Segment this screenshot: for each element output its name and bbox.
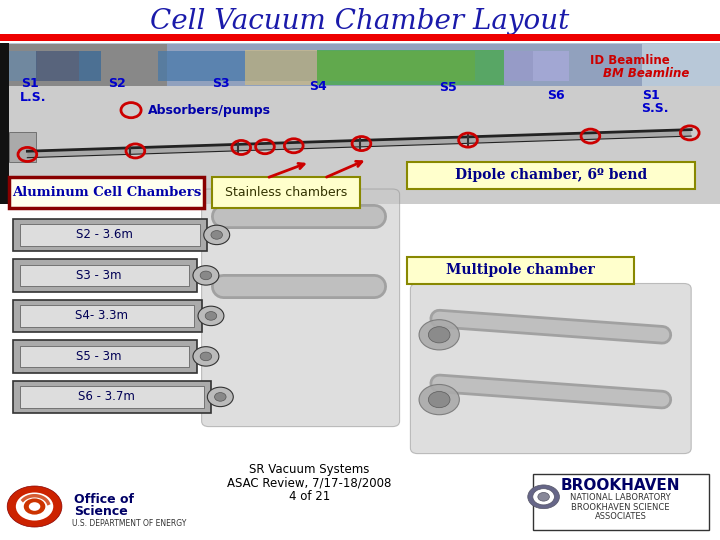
Bar [9,44,642,86]
Text: S4: S4 [310,80,328,93]
FancyBboxPatch shape [407,162,695,189]
Bar [475,51,533,81]
Bar [9,132,36,162]
Circle shape [204,225,230,245]
Text: S3: S3 [212,77,230,90]
Text: S2: S2 [108,77,126,90]
Circle shape [24,498,45,515]
Text: Cell Vacuum Chamber Layout: Cell Vacuum Chamber Layout [150,8,570,35]
Text: Stainless chambers: Stainless chambers [225,186,347,199]
Circle shape [207,387,233,407]
Bar [0,43,720,205]
Circle shape [211,231,222,239]
Bar [9,51,37,81]
Text: ID Beamline: ID Beamline [590,54,670,67]
Circle shape [538,492,549,501]
Circle shape [205,312,217,320]
Bar [0,43,9,205]
Bar [9,86,720,205]
Text: BROOKHAVEN SCIENCE: BROOKHAVEN SCIENCE [572,503,670,512]
FancyBboxPatch shape [212,177,360,208]
FancyBboxPatch shape [20,224,200,246]
Text: S1: S1 [642,89,660,102]
Text: S.S.: S.S. [641,102,668,114]
Circle shape [528,485,559,509]
Circle shape [428,392,450,408]
FancyBboxPatch shape [20,265,189,286]
Circle shape [428,327,450,343]
Circle shape [215,393,226,401]
FancyBboxPatch shape [13,219,207,251]
Bar [9,44,167,86]
Bar [317,51,475,81]
Bar [245,50,317,85]
Text: S3 - 3m: S3 - 3m [76,269,122,282]
FancyBboxPatch shape [13,381,211,413]
Text: NATIONAL LABORATORY: NATIONAL LABORATORY [570,494,671,502]
FancyBboxPatch shape [20,386,204,408]
FancyBboxPatch shape [13,340,197,373]
Circle shape [193,347,219,366]
Text: S6 - 3.7m: S6 - 3.7m [78,390,135,403]
Text: S5: S5 [439,81,457,94]
Text: Aluminum Cell Chambers: Aluminum Cell Chambers [12,186,201,199]
Text: Dipole chamber, 6º bend: Dipole chamber, 6º bend [454,168,647,183]
Text: S6: S6 [547,89,564,102]
Text: S2 - 3.6m: S2 - 3.6m [76,228,132,241]
Text: Absorbers/pumps: Absorbers/pumps [148,104,271,117]
Text: ASSOCIATES: ASSOCIATES [595,512,647,521]
Circle shape [200,352,212,361]
Circle shape [200,271,212,280]
Text: 4 of 21: 4 of 21 [289,490,330,503]
Text: BM Beamline: BM Beamline [603,67,690,80]
Bar [245,51,317,81]
Text: BROOKHAVEN: BROOKHAVEN [561,478,680,494]
Bar [533,474,709,530]
FancyBboxPatch shape [410,284,691,454]
Polygon shape [27,130,691,158]
FancyBboxPatch shape [20,305,194,327]
Bar [158,51,245,81]
Text: L.S.: L.S. [20,91,47,104]
Text: Multipole chamber: Multipole chamber [446,263,595,277]
Bar [79,51,101,81]
Bar [533,51,569,81]
Text: S4- 3.3m: S4- 3.3m [75,309,128,322]
FancyBboxPatch shape [202,189,400,427]
Text: S1: S1 [22,77,40,90]
FancyBboxPatch shape [13,300,202,332]
FancyBboxPatch shape [13,259,197,292]
Bar [317,50,504,85]
Circle shape [533,489,554,505]
Circle shape [419,320,459,350]
Bar [0,34,720,41]
Text: SR Vacuum Systems: SR Vacuum Systems [249,463,370,476]
Circle shape [193,266,219,285]
Circle shape [419,384,459,415]
Text: Office of: Office of [74,493,134,506]
Bar [36,51,79,81]
Circle shape [16,492,53,521]
FancyBboxPatch shape [9,177,204,208]
FancyBboxPatch shape [407,256,634,284]
Circle shape [7,486,62,527]
Text: ASAC Review, 7/17-18/2008: ASAC Review, 7/17-18/2008 [228,477,392,490]
FancyBboxPatch shape [20,346,189,367]
Text: U.S. DEPARTMENT OF ENERGY: U.S. DEPARTMENT OF ENERGY [72,519,186,528]
Text: Science: Science [74,505,128,518]
Circle shape [198,306,224,326]
Text: S5 - 3m: S5 - 3m [76,350,122,363]
Bar [0,204,720,540]
Circle shape [29,502,40,511]
